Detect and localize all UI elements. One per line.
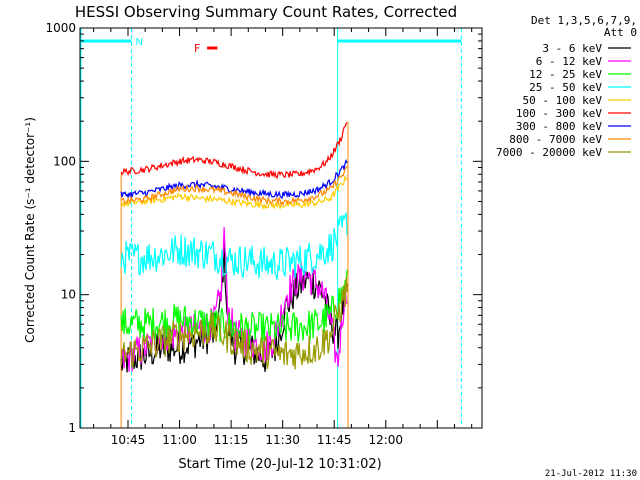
plot-area: N F 1 10 100 1000 10:45 11:00 11:15 11:30 11:45 12:… [45,21,483,447]
y-tick-label: 1 [68,421,76,435]
series-line-8 [120,166,348,207]
y-tick-label: 100 [53,154,76,168]
y-tick-label: 1000 [45,21,76,35]
legend-label: 100 - 300 keV [516,107,602,120]
flare-flag-label: F [194,42,200,55]
x-axis-label: Start Time (20-Jul-12 10:31:02) [178,457,381,472]
x-tick-label: 11:30 [265,433,300,447]
series-line-4 [120,212,348,280]
y-tick-label: 10 [61,288,76,302]
series-line-6 [120,122,348,179]
legend-label: 50 - 100 keV [523,94,603,107]
night-flag-label: N [135,37,142,48]
legend-label: 6 - 12 keV [536,55,603,68]
legend-label: 3 - 6 keV [542,42,602,55]
legend-header: Det 1,3,5,6,7,9, [531,14,637,27]
footer-date: 21-Jul-2012 11:30 [545,469,637,479]
legend-label: 7000 - 20000 keV [496,146,602,159]
series-line-7 [120,158,348,200]
x-tick-label: 11:15 [214,433,249,447]
legend-header: Att 0 [604,26,637,39]
series-line-5 [120,176,348,211]
plot-frame [79,27,483,429]
series-line-9 [120,277,348,370]
y-axis-label: Corrected Count Rate (s⁻¹ detector⁻¹) [23,117,37,343]
x-tick-label: 11:45 [317,433,352,447]
legend-label: 800 - 7000 keV [509,133,602,146]
x-tick-label: 11:00 [162,433,197,447]
legend-label: 12 - 25 keV [529,68,602,81]
x-tick-label: 10:45 [111,433,146,447]
legend-label: 25 - 50 keV [529,81,602,94]
x-tick-label: 12:00 [368,433,403,447]
legend-label: 300 - 800 keV [516,120,602,133]
chart-title: HESSI Observing Summary Count Rates, Cor… [75,3,457,21]
